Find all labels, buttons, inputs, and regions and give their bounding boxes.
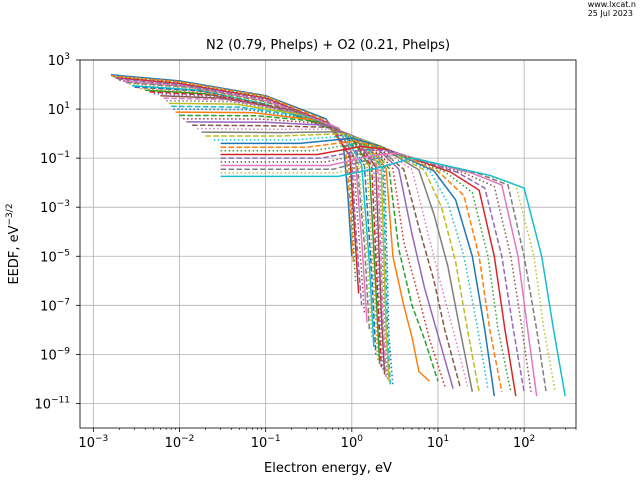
series-line [119, 79, 366, 313]
series-line [113, 75, 357, 281]
x-tick-base: 10 [513, 436, 530, 451]
x-tick-base: 10 [251, 436, 268, 451]
chart-title: N2 (0.79, Phelps) + O2 (0.21, Phelps) [206, 38, 450, 53]
y-tick-base: 10 [48, 54, 65, 69]
y-tick-base: 10 [48, 103, 65, 118]
y-tick-exponent: −5 [57, 248, 70, 258]
series-line [126, 81, 371, 330]
y-axis-label-text: EEDF, eV [7, 225, 22, 284]
x-tick-exponent: 2 [530, 434, 536, 444]
series-line [186, 121, 454, 389]
x-axis-label: Electron energy, eV [264, 461, 392, 476]
series-line [166, 99, 389, 379]
series-line [122, 80, 368, 323]
x-tick-exponent: −3 [95, 434, 108, 444]
series-line [220, 148, 525, 392]
x-tick-label: 102 [513, 434, 535, 451]
series-line [220, 152, 538, 397]
x-tick-label: 100 [341, 434, 364, 451]
series-line [201, 130, 474, 392]
x-axis: 10−3 10−2 10−1 100 101 102 [78, 428, 577, 451]
series-line [145, 89, 381, 365]
y-tick-base: 10 [34, 397, 51, 412]
y-tick-exponent: −9 [57, 346, 71, 356]
y-tick-exponent: 1 [64, 101, 70, 111]
x-tick-exponent: 0 [357, 434, 363, 444]
watermark-date: 25 Jul 2023 [587, 9, 633, 18]
y-tick-label: 103 [48, 52, 70, 69]
series-line [213, 135, 489, 389]
series-line [115, 76, 360, 294]
y-tick-label: 10−1 [40, 150, 70, 167]
series-line [171, 105, 392, 385]
y-tick-label: 10−11 [34, 395, 70, 412]
y-tick-label: 10−3 [40, 199, 70, 216]
y-tick-exponent: −3 [57, 199, 70, 209]
x-tick-label: 101 [427, 434, 449, 451]
x-tick-base: 10 [165, 436, 182, 451]
x-tick-exponent: 1 [443, 434, 449, 444]
grid [80, 59, 576, 428]
plot-frame [79, 59, 577, 429]
series-line [129, 83, 373, 338]
y-tick-exponent: −1 [57, 150, 70, 160]
series-line [175, 111, 431, 382]
series-line [179, 114, 439, 382]
series-line [220, 145, 517, 397]
y-tick-label: 10−7 [40, 297, 70, 314]
y-tick-base: 10 [40, 299, 57, 314]
x-tick-base: 10 [427, 436, 444, 451]
x-tick-base: 10 [78, 436, 95, 451]
y-tick-label: 101 [48, 101, 70, 118]
series-line [134, 86, 377, 355]
y-tick-label: 10−9 [40, 346, 70, 363]
x-tick-label: 10−1 [251, 434, 281, 451]
y-axis-label-exponent: −3/2 [5, 203, 15, 225]
y-tick-label: 10−5 [40, 248, 70, 265]
series-line [173, 108, 394, 387]
x-tick-base: 10 [341, 436, 358, 451]
series-line [183, 118, 446, 387]
y-tick-base: 10 [40, 348, 57, 363]
y-tick-base: 10 [40, 152, 57, 167]
watermark: www.lxcat.n 25 Jul 2023 [588, 0, 636, 18]
x-tick-exponent: −1 [267, 434, 280, 444]
y-tick-exponent: 3 [64, 52, 70, 62]
series-line [110, 74, 353, 257]
y-tick-exponent: −11 [51, 395, 70, 405]
watermark-site: www.lxcat.n [587, 0, 636, 9]
series-line [205, 132, 480, 392]
series-line [192, 124, 461, 387]
x-tick-label: 10−3 [78, 434, 108, 451]
series-line [197, 127, 469, 387]
y-tick-exponent: −7 [57, 297, 70, 307]
y-tick-base: 10 [40, 250, 57, 265]
series-line [220, 137, 496, 397]
series-line [220, 157, 566, 397]
series-line [220, 140, 503, 392]
x-tick-exponent: −2 [181, 434, 194, 444]
series-line [140, 87, 379, 360]
series-line [153, 93, 384, 372]
y-axis-label: EEDF, eV−3/2 [5, 203, 22, 284]
x-tick-label: 10−2 [165, 434, 195, 451]
series-line [220, 153, 547, 392]
series-group [110, 74, 566, 397]
y-tick-base: 10 [40, 201, 57, 216]
